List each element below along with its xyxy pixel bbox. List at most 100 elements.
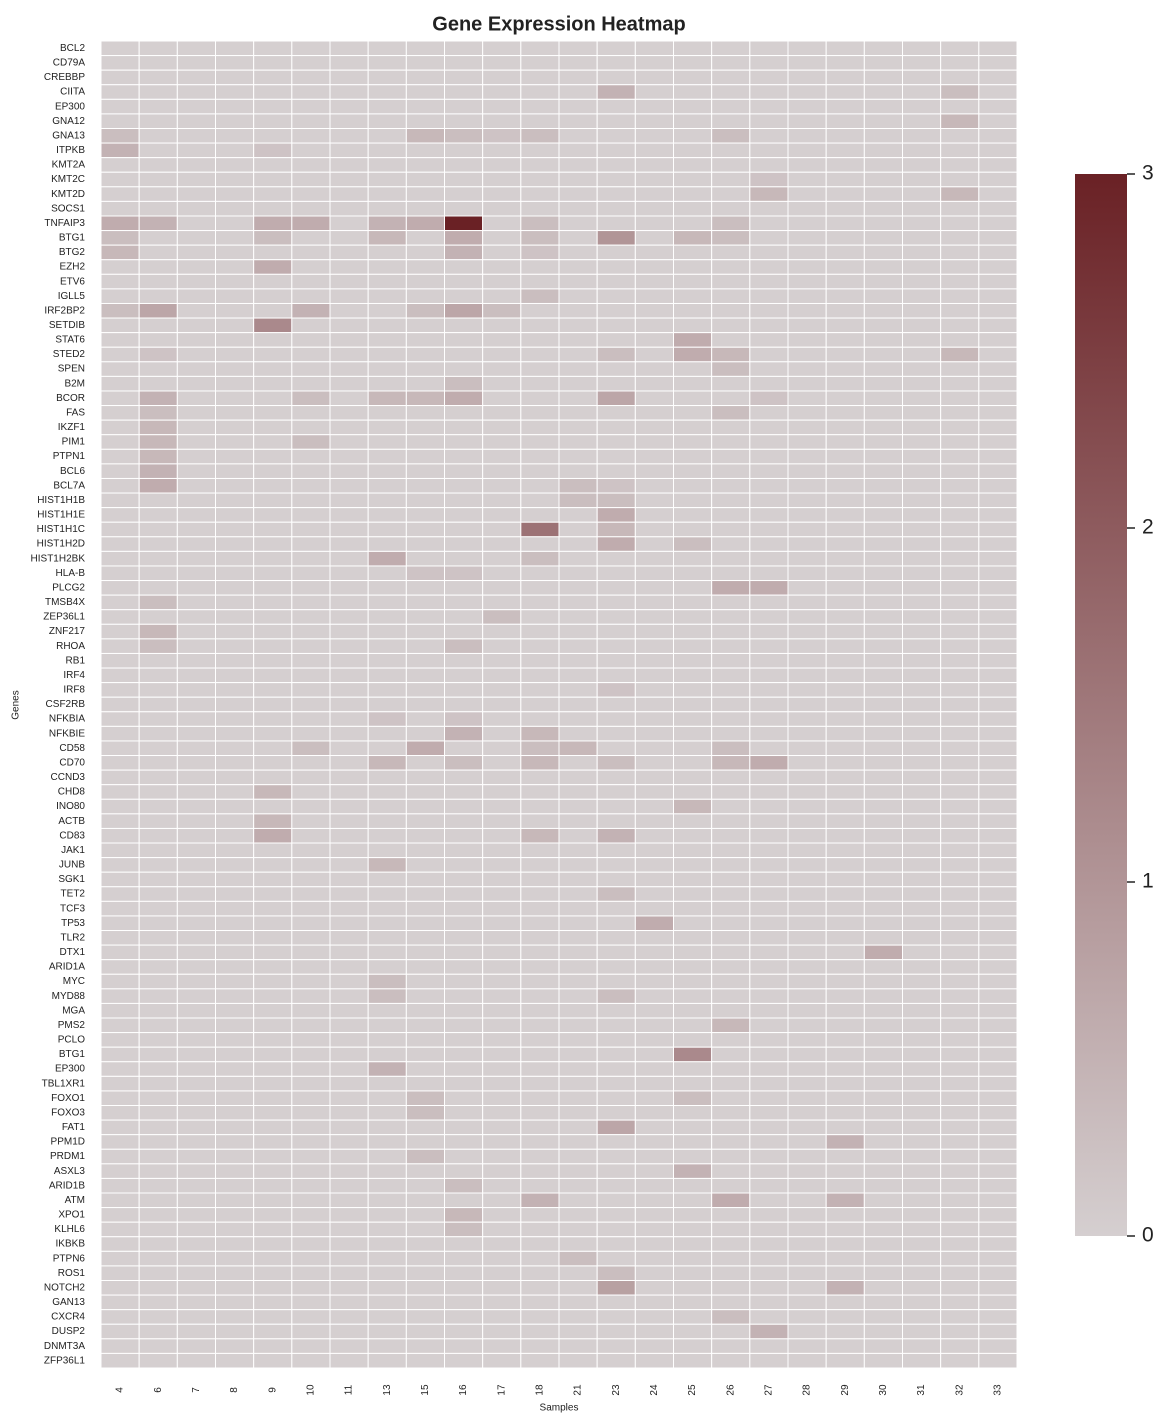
heatmap-cell bbox=[405, 361, 446, 377]
heatmap-cell bbox=[100, 1090, 140, 1107]
heatmap-cell bbox=[902, 638, 942, 654]
heatmap-cell bbox=[940, 580, 980, 596]
heatmap-cell bbox=[138, 200, 178, 217]
heatmap-cell bbox=[558, 1352, 598, 1369]
heatmap-cell bbox=[329, 317, 369, 334]
heatmap-cell bbox=[634, 1280, 674, 1296]
heatmap-cell bbox=[558, 1294, 598, 1311]
heatmap-cell bbox=[482, 1338, 522, 1354]
heatmap-cell bbox=[863, 69, 903, 86]
heatmap-cell bbox=[673, 521, 713, 538]
heatmap-cell bbox=[176, 346, 216, 363]
heatmap-cell bbox=[253, 84, 293, 100]
heatmap-cell bbox=[444, 988, 484, 1004]
heatmap-cell bbox=[558, 157, 598, 173]
heatmap-cell bbox=[863, 696, 903, 713]
heatmap-cell bbox=[367, 798, 407, 815]
heatmap-cell bbox=[673, 1294, 713, 1311]
heatmap-cell bbox=[100, 1177, 140, 1194]
heatmap-cell bbox=[482, 580, 522, 596]
heatmap-cell bbox=[100, 200, 140, 217]
heatmap-cell bbox=[215, 375, 255, 392]
heatmap-cell bbox=[978, 434, 1018, 450]
heatmap-cell bbox=[253, 419, 293, 436]
heatmap-cell bbox=[825, 594, 865, 611]
heatmap-cell bbox=[711, 536, 751, 552]
heatmap-cell bbox=[825, 652, 865, 669]
gene-label: STED2 bbox=[53, 349, 86, 360]
heatmap-cell bbox=[634, 798, 674, 815]
heatmap-cell bbox=[711, 1323, 751, 1340]
heatmap-cell bbox=[520, 769, 560, 786]
gene-label: CD83 bbox=[59, 830, 85, 841]
heatmap-cell bbox=[749, 565, 789, 582]
heatmap-cell bbox=[863, 769, 903, 786]
heatmap-cell bbox=[940, 1105, 980, 1121]
heatmap-cell bbox=[863, 871, 903, 888]
heatmap-cell bbox=[787, 784, 827, 800]
heatmap-cell bbox=[787, 711, 827, 727]
sample-label: 30 bbox=[878, 1384, 889, 1396]
heatmap-cell bbox=[329, 623, 369, 640]
heatmap-cell bbox=[902, 565, 942, 582]
heatmap-cell bbox=[749, 477, 789, 494]
heatmap-cell bbox=[863, 857, 903, 873]
gene-label: NFKBIE bbox=[49, 728, 85, 739]
heatmap-cell bbox=[482, 1221, 522, 1238]
heatmap-cell bbox=[215, 113, 255, 129]
heatmap-cell bbox=[558, 784, 598, 800]
heatmap-cell bbox=[558, 463, 598, 479]
heatmap-cell bbox=[405, 798, 446, 815]
heatmap-cell bbox=[444, 259, 484, 275]
heatmap-cell bbox=[749, 1002, 789, 1019]
heatmap-cell bbox=[520, 69, 560, 86]
heatmap-cell bbox=[596, 419, 636, 436]
heatmap-cell bbox=[215, 361, 255, 377]
heatmap-cell bbox=[176, 113, 216, 129]
heatmap-cell bbox=[291, 550, 331, 567]
heatmap-cell bbox=[100, 1352, 140, 1369]
heatmap-cell bbox=[482, 1280, 522, 1296]
heatmap-cell bbox=[405, 215, 446, 232]
heatmap-cell bbox=[863, 492, 903, 509]
heatmap-cell bbox=[978, 230, 1018, 246]
gene-label: NOTCH2 bbox=[44, 1282, 86, 1293]
heatmap-cell bbox=[367, 740, 407, 757]
heatmap-cell bbox=[520, 1148, 560, 1165]
heatmap-cell bbox=[291, 1207, 331, 1223]
heatmap-cell bbox=[902, 448, 942, 465]
heatmap-cell bbox=[863, 98, 903, 115]
heatmap-cell bbox=[329, 667, 369, 684]
heatmap-cell bbox=[902, 361, 942, 377]
colorbar-tick-label: 3 bbox=[1142, 162, 1154, 185]
gene-label: JUNB bbox=[59, 860, 85, 871]
heatmap-cell bbox=[100, 565, 140, 582]
heatmap-cell bbox=[367, 171, 407, 188]
heatmap-cell bbox=[444, 1119, 484, 1136]
heatmap-cell bbox=[596, 565, 636, 582]
heatmap-cell bbox=[596, 1338, 636, 1354]
heatmap-cell bbox=[596, 463, 636, 479]
heatmap-cell bbox=[863, 1134, 903, 1150]
heatmap-cell bbox=[329, 609, 369, 625]
heatmap-cell bbox=[596, 638, 636, 654]
heatmap-cell bbox=[405, 1338, 446, 1354]
heatmap-cell bbox=[291, 55, 331, 71]
heatmap-cell bbox=[444, 1338, 484, 1354]
heatmap-cell bbox=[444, 1352, 484, 1369]
heatmap-cell bbox=[863, 1177, 903, 1194]
heatmap-cell bbox=[100, 798, 140, 815]
heatmap-cell bbox=[100, 1148, 140, 1165]
heatmap-cell bbox=[176, 813, 216, 829]
heatmap-cell bbox=[253, 988, 293, 1004]
heatmap-cell bbox=[673, 638, 713, 654]
heatmap-cell bbox=[940, 827, 980, 844]
heatmap-cell bbox=[711, 1177, 751, 1194]
heatmap-cell bbox=[558, 1250, 598, 1267]
heatmap-cell bbox=[711, 288, 751, 304]
heatmap-cell bbox=[558, 1309, 598, 1325]
heatmap-cell bbox=[444, 1323, 484, 1340]
heatmap-cell bbox=[444, 1046, 484, 1063]
heatmap-cell bbox=[405, 84, 446, 100]
heatmap-cell bbox=[176, 127, 216, 144]
